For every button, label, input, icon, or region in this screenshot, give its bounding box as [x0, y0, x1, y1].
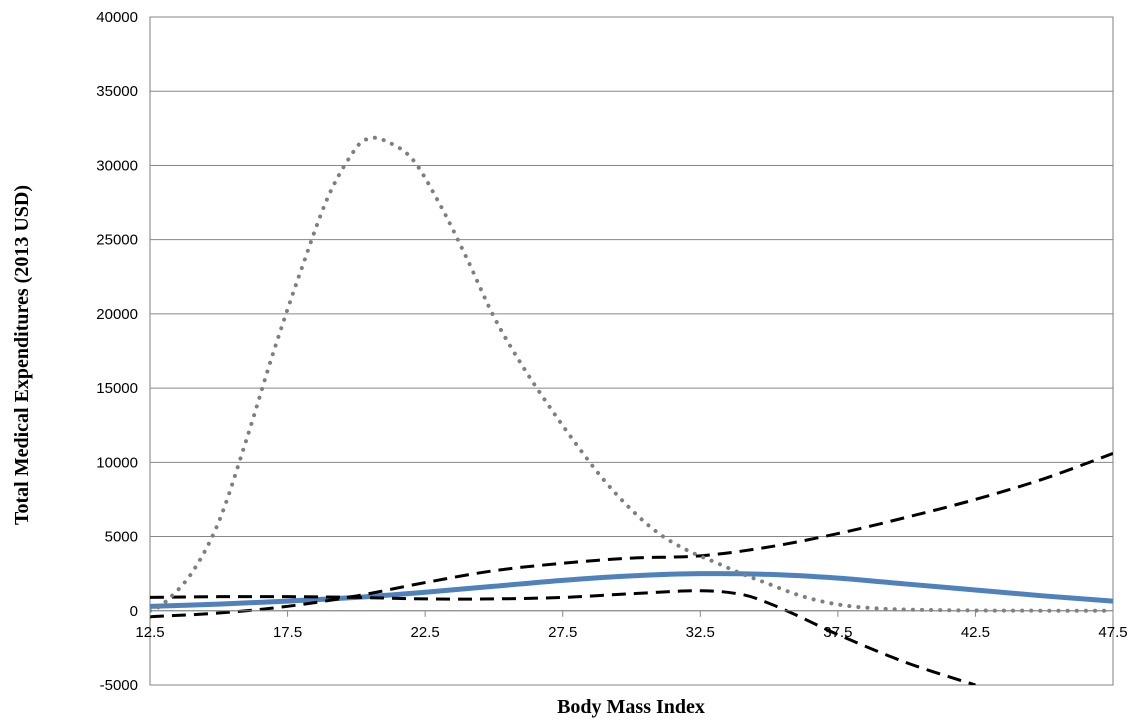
x-tick-label: 22.5	[411, 624, 440, 641]
y-tick-label: 40000	[96, 9, 138, 26]
x-axis-ticks: 12.5 17.5 22.5 27.5 32.5 37.5 42.5 47.5	[135, 610, 1128, 641]
x-tick-label: 17.5	[273, 624, 302, 641]
x-tick-label: 27.5	[548, 624, 577, 641]
x-tick-label: 37.5	[823, 624, 852, 641]
y-tick-label: 5000	[105, 529, 138, 546]
x-tick-label: 47.5	[1098, 624, 1127, 641]
y-tick-label: -5000	[100, 677, 138, 694]
y-tick-label: 10000	[96, 454, 138, 471]
y-tick-label: 0	[130, 603, 138, 620]
y-tick-label: 25000	[96, 232, 138, 249]
x-axis-title: Body Mass Index	[557, 696, 705, 718]
y-axis-ticks: -5000 0 5000 10000 15000 20000 25000 30000 35000…	[96, 9, 138, 694]
series-line-dashed-1	[150, 452, 1113, 619]
series-line-dashed-2	[150, 589, 976, 685]
plot-area	[149, 16, 1114, 686]
series-line-dotted-3	[150, 135, 1113, 613]
series-line-solid-0	[150, 571, 1113, 609]
y-tick-label: 20000	[96, 306, 138, 323]
y-tick-label: 15000	[96, 380, 138, 397]
x-tick-label: 12.5	[135, 624, 164, 641]
x-tick-label: 42.5	[961, 624, 990, 641]
y-tick-label: 30000	[96, 157, 138, 174]
y-axis-title: Total Medical Expenditures (2013 USD)	[11, 185, 33, 525]
x-tick-label: 32.5	[686, 624, 715, 641]
y-tick-label: 35000	[96, 83, 138, 100]
series-layer	[150, 135, 1113, 685]
